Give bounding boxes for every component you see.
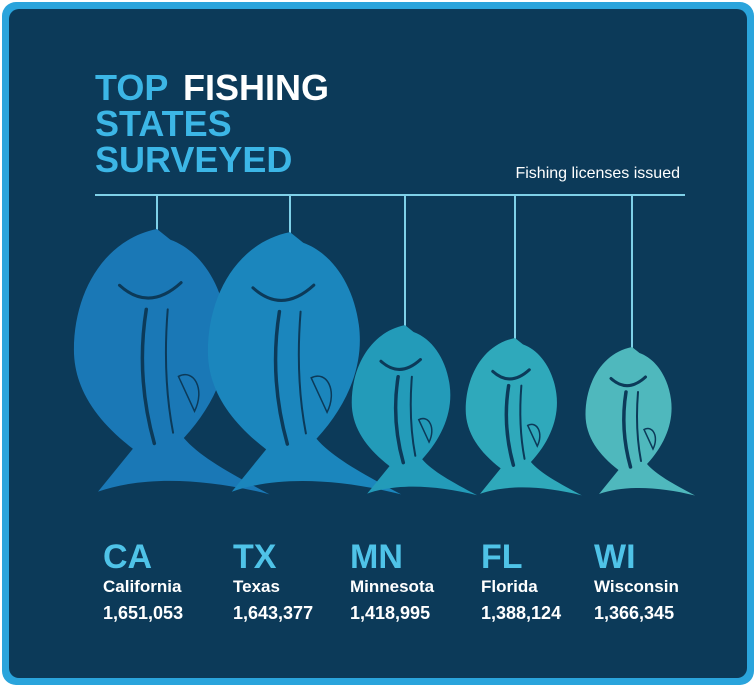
state-name: Wisconsin	[594, 577, 679, 596]
value-label: 1,366,345	[594, 603, 674, 623]
state-code: MN	[350, 538, 403, 576]
value-label: 1,418,995	[350, 603, 430, 623]
value-label: 1,388,124	[481, 603, 561, 623]
subtitle: Fishing licenses issued	[515, 165, 680, 182]
title-word: SURVEYED	[95, 139, 292, 180]
state-name: Florida	[481, 577, 538, 596]
infographic: TOP FISHING STATES SURVEYED Fishing lice…	[0, 0, 756, 687]
state-name: Texas	[233, 577, 280, 596]
state-code: CA	[103, 538, 152, 576]
state-name: California	[103, 577, 182, 596]
state-code: FL	[481, 538, 523, 576]
title-word: FISHING	[183, 67, 329, 108]
title-word: TOP	[95, 67, 168, 108]
state-code: WI	[594, 538, 636, 576]
state-name: Minnesota	[350, 577, 435, 596]
value-label: 1,651,053	[103, 603, 183, 623]
value-label: 1,643,377	[233, 603, 313, 623]
state-code: TX	[233, 538, 277, 576]
title-word: STATES	[95, 103, 232, 144]
